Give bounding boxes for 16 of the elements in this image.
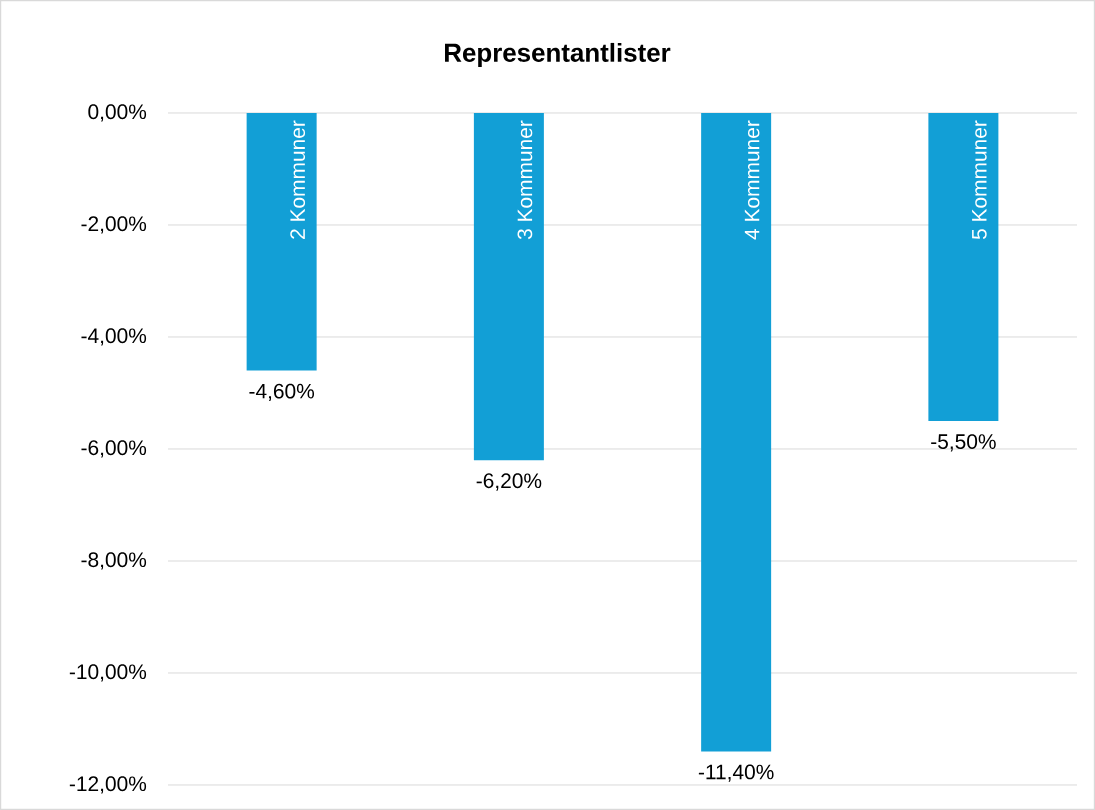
x-tick-label: 2 Kommuner (290, 120, 306, 239)
y-tick-label: -8,00% (81, 552, 147, 570)
y-tick-label: 0,00% (88, 104, 147, 122)
chart-title: Representantlister (445, 42, 671, 68)
data-label: -6,20% (476, 473, 542, 491)
x-tick-label: 5 Kommuner (972, 120, 987, 240)
x-tick-label: 3 Kommuner (517, 120, 533, 240)
data-label: -4,60% (249, 383, 315, 402)
y-tick-label: -6,00% (81, 440, 147, 458)
x-tick-label: 4 Kommuner (744, 120, 760, 240)
y-tick-label: -4,00% (81, 328, 147, 346)
data-label: -5,50% (931, 434, 996, 452)
y-tick-label: -2,00% (81, 216, 147, 234)
y-tick-label: -12,00% (69, 776, 147, 794)
y-tick-label: -10,00% (69, 664, 147, 682)
data-label: -11,40% (698, 764, 774, 782)
